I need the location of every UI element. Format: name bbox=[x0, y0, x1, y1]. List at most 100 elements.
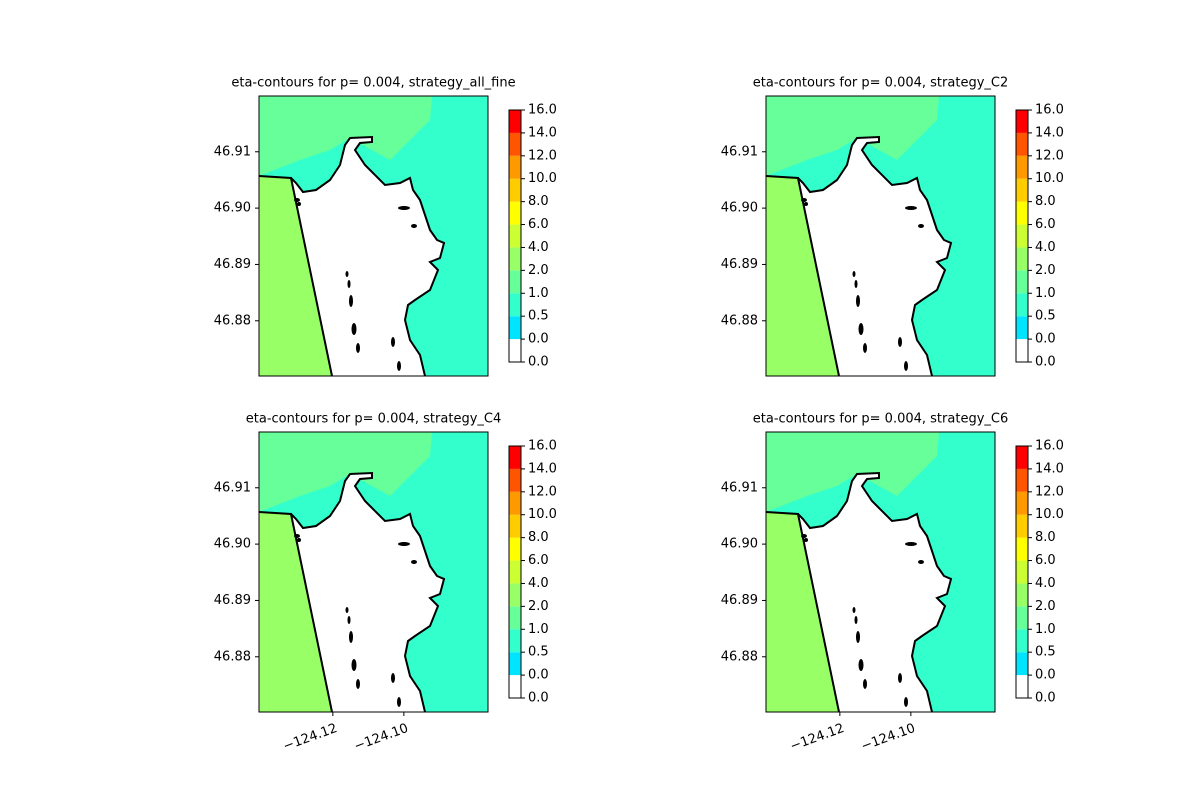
island bbox=[801, 534, 807, 538]
island bbox=[918, 560, 924, 564]
colorbar-band bbox=[1016, 316, 1028, 340]
island bbox=[804, 538, 808, 542]
bay-field bbox=[259, 96, 432, 176]
colorbar-band bbox=[1016, 178, 1028, 202]
map bbox=[766, 96, 995, 376]
colorbar-band bbox=[1016, 606, 1028, 630]
colorbar-frame bbox=[508, 445, 522, 699]
island bbox=[904, 697, 908, 707]
island bbox=[349, 295, 353, 307]
colorbar-band bbox=[509, 514, 521, 538]
panel-title: eta-contours for p= 0.004, strategy_C2 bbox=[753, 76, 1008, 91]
y-tick-label: 46.89 bbox=[214, 257, 251, 272]
colorbar-band bbox=[509, 537, 521, 561]
colorbar-tick-label: 10.0 bbox=[528, 507, 557, 522]
colorbar-tick-label: 0.5 bbox=[528, 309, 549, 324]
island bbox=[397, 361, 401, 371]
shore-field bbox=[259, 512, 332, 712]
colorbar-tick-label: 14.0 bbox=[1035, 125, 1064, 140]
coastline-west bbox=[766, 511, 840, 712]
island bbox=[297, 538, 301, 542]
colorbar-tick-label: 8.0 bbox=[528, 530, 549, 545]
bay-field bbox=[766, 96, 939, 176]
coastline bbox=[290, 135, 446, 376]
bay-field bbox=[766, 432, 939, 512]
colorbar-band bbox=[1016, 155, 1028, 179]
y-tick-label: 46.91 bbox=[214, 480, 251, 495]
colorbar-tick-label: 10.0 bbox=[528, 171, 557, 186]
colorbar-band bbox=[509, 155, 521, 179]
colorbar-band bbox=[509, 675, 521, 698]
y-tick-label: 46.91 bbox=[721, 480, 758, 495]
panel-title: eta-contours for p= 0.004, strategy_all_… bbox=[231, 76, 515, 91]
colorbar-band bbox=[1016, 247, 1028, 271]
colorbar-band bbox=[1016, 270, 1028, 294]
island bbox=[801, 198, 807, 202]
map bbox=[259, 96, 488, 376]
panel-title: eta-contours for p= 0.004, strategy_C6 bbox=[753, 412, 1008, 427]
island bbox=[356, 343, 360, 353]
island bbox=[804, 202, 808, 206]
island bbox=[411, 224, 417, 228]
coastline-west bbox=[766, 175, 840, 376]
colorbar-tick-label: 0.0 bbox=[1035, 668, 1056, 683]
y-tick-label: 46.88 bbox=[214, 649, 251, 664]
colorbar-tick-label: 0.5 bbox=[1035, 309, 1056, 324]
colorbar-band bbox=[509, 652, 521, 676]
island bbox=[398, 206, 410, 210]
colorbar-band bbox=[509, 247, 521, 271]
colorbar-tick-label: 6.0 bbox=[1035, 217, 1056, 232]
colorbar-tick-label: 2.0 bbox=[1035, 599, 1056, 614]
colorbar-band bbox=[1016, 491, 1028, 515]
panel: eta-contours for p= 0.004, strategy_C4 46… bbox=[214, 412, 557, 755]
shore-field bbox=[766, 512, 839, 712]
island bbox=[347, 616, 351, 624]
y-tick-label: 46.91 bbox=[721, 144, 758, 159]
island bbox=[347, 280, 351, 288]
colorbar-tick-label: 14.0 bbox=[528, 461, 557, 476]
island bbox=[398, 542, 410, 546]
y-tick-label: 46.88 bbox=[721, 313, 758, 328]
axes-frame bbox=[765, 95, 996, 377]
colorbar-tick-label: 1.0 bbox=[1035, 622, 1056, 637]
island bbox=[856, 631, 860, 643]
colorbar-band bbox=[509, 201, 521, 225]
island bbox=[351, 659, 357, 671]
colorbar-tick-label: 1.0 bbox=[528, 622, 549, 637]
colorbar-tick-label: 4.0 bbox=[528, 240, 549, 255]
island bbox=[863, 343, 867, 353]
colorbar-tick-label: 12.0 bbox=[1035, 148, 1064, 163]
panel-title: eta-contours for p= 0.004, strategy_C4 bbox=[246, 412, 501, 427]
colorbar-tick-label: 14.0 bbox=[528, 125, 557, 140]
colorbar-tick-label: 0.0 bbox=[1035, 332, 1056, 347]
coastline bbox=[797, 471, 953, 712]
colorbar-band bbox=[1016, 132, 1028, 156]
colorbar-band bbox=[509, 606, 521, 630]
colorbar-band bbox=[1016, 293, 1028, 317]
colorbar-frame bbox=[1015, 445, 1029, 699]
colorbar-band bbox=[1016, 537, 1028, 561]
colorbar-tick-label: 0.5 bbox=[528, 645, 549, 660]
colorbar-band bbox=[1016, 110, 1028, 133]
coastline-west bbox=[259, 511, 333, 712]
island bbox=[852, 607, 856, 613]
colorbar-band bbox=[509, 293, 521, 317]
colorbar-tick-label: 6.0 bbox=[528, 217, 549, 232]
colorbar-band bbox=[509, 132, 521, 156]
colorbar-tick-label: 8.0 bbox=[1035, 530, 1056, 545]
island bbox=[905, 542, 917, 546]
colorbar-tick-label: 16.0 bbox=[1035, 439, 1064, 454]
island bbox=[356, 679, 360, 689]
colorbar-band bbox=[509, 446, 521, 469]
colorbar-band bbox=[509, 491, 521, 515]
colorbar-tick-label: 0.0 bbox=[1035, 355, 1056, 370]
colorbar-band bbox=[509, 629, 521, 653]
island bbox=[856, 295, 860, 307]
colorbar-tick-label: 8.0 bbox=[528, 194, 549, 209]
axes-frame bbox=[258, 431, 489, 713]
colorbar-tick-label: 0.5 bbox=[1035, 645, 1056, 660]
colorbar-band bbox=[509, 339, 521, 362]
island bbox=[898, 337, 902, 347]
island bbox=[904, 361, 908, 371]
